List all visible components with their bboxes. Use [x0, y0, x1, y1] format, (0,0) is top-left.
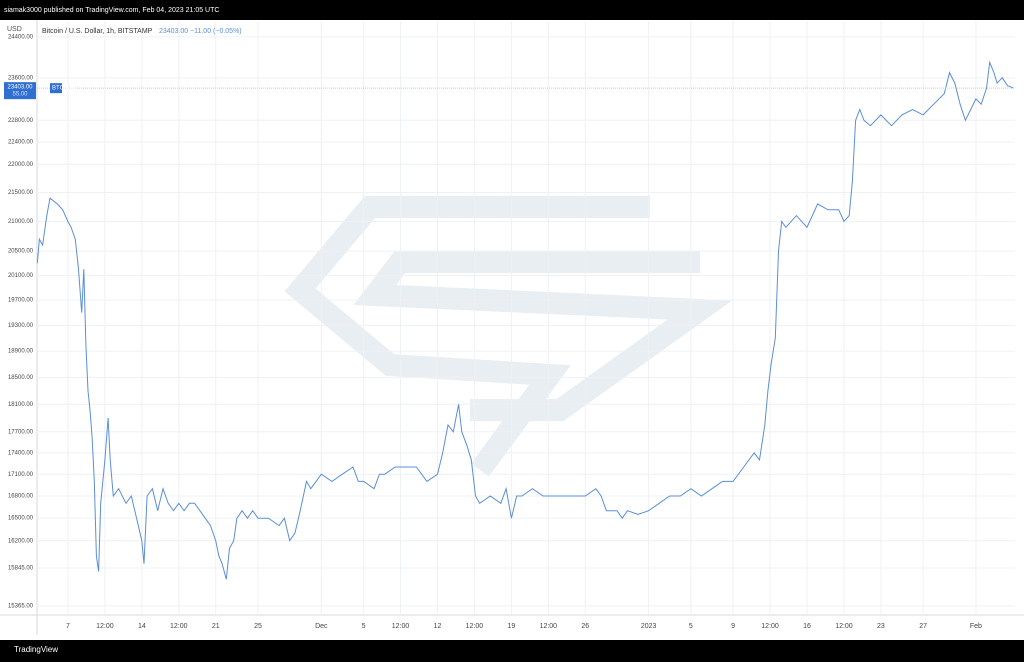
- x-tick-label: Dec: [315, 623, 328, 630]
- watermark: [284, 196, 733, 477]
- legend-price: 23403.00: [159, 28, 188, 35]
- x-tick-label: 5: [362, 623, 366, 630]
- chart-title: Bitcoin / U.S. Dollar, 1h, BITSTAMP: [42, 28, 153, 35]
- y-tick-label: 17700.00: [8, 429, 34, 435]
- x-tick-label: 27: [919, 623, 927, 630]
- plot: 15365.00 15845.00 16200.00 16500.00 16800.00…: [0, 20, 1024, 635]
- y-tick-label: 21500.00: [8, 190, 34, 196]
- x-tick-label: 12:00: [466, 623, 484, 630]
- footer-bar: [0, 640, 1024, 662]
- y-tick-label: 16200.00: [8, 538, 34, 544]
- x-tick-label: 12:00: [170, 623, 188, 630]
- x-tick-label: 23: [877, 623, 885, 630]
- x-tick-label: 2023: [641, 623, 657, 630]
- y-tick-label: 19300.00: [8, 323, 34, 329]
- y-tick-label: 16800.00: [8, 494, 34, 500]
- x-tick-label: 7: [66, 623, 70, 630]
- symbol-badge-text: BTCUSD: [52, 86, 77, 92]
- symbol-badge: [50, 83, 62, 94]
- header: siamak3000 published on TradingView.com,…: [4, 7, 219, 14]
- x-tick-label: 26: [581, 623, 589, 630]
- x-tick-label: 12:00: [761, 623, 779, 630]
- y-tick-label: 22800.00: [8, 118, 34, 124]
- x-tick-label: 5: [689, 623, 693, 630]
- price-badge: [4, 82, 36, 100]
- x-tick-label: 19: [507, 623, 515, 630]
- y-tick-label: 18100.00: [8, 402, 34, 408]
- y-tick-label: 17100.00: [8, 472, 34, 478]
- y-tick-label: 17400.00: [8, 450, 34, 456]
- y-tick-label: 22000.00: [8, 162, 34, 168]
- price-badge-value: 23403.00: [7, 85, 33, 91]
- y-tick-label: 15365.00: [8, 603, 34, 609]
- x-tick-label: 12:00: [392, 623, 410, 630]
- y-tick-label: 19700.00: [8, 298, 34, 304]
- y-tick-label: 20500.00: [8, 249, 34, 255]
- price-badge-countdown: 55.00: [12, 92, 28, 98]
- currency: USD: [7, 26, 22, 33]
- x-tick-label: 12: [434, 623, 442, 630]
- x-tick-label: 16: [803, 623, 811, 630]
- y-tick-label: 16500.00: [8, 516, 34, 522]
- x-tick-label: 14: [138, 623, 146, 630]
- y-tick-label: 23600.00: [8, 75, 34, 81]
- y-tick-label: 15845.00: [8, 566, 34, 572]
- footer: TradingView: [14, 645, 58, 654]
- y-tick-label: 21000.00: [8, 219, 34, 225]
- x-tick-label: 21: [212, 623, 220, 630]
- y-tick-label: 22400.00: [8, 140, 34, 146]
- y-tick-label: 24400.00: [8, 34, 34, 40]
- y-tick-label: 20100.00: [8, 273, 34, 279]
- chart-area: [0, 20, 1024, 640]
- x-tick-label: 12:00: [540, 623, 558, 630]
- x-tick-label: Feb: [970, 623, 982, 630]
- x-tick-label: 25: [254, 623, 262, 630]
- y-tick-label: 18900.00: [8, 349, 34, 355]
- price-line: [36, 60, 1015, 580]
- x-tick-label: 12:00: [835, 623, 853, 630]
- y-tick-label: 18500.00: [8, 375, 34, 381]
- x-tick-label: 12:00: [96, 623, 114, 630]
- x-tick-label: 9: [731, 623, 735, 630]
